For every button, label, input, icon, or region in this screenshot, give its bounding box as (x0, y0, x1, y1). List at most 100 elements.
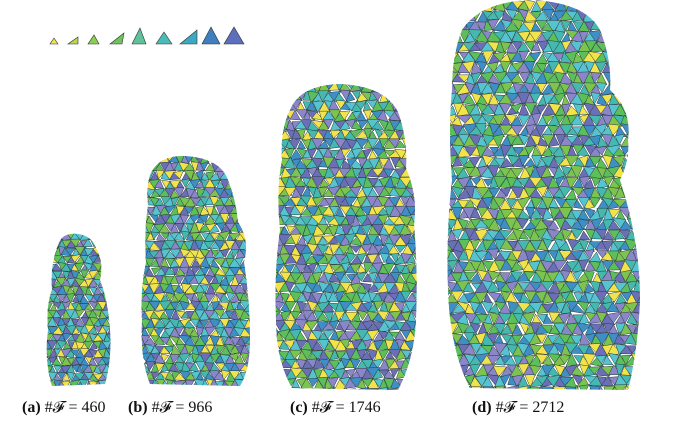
mesh-face (273, 100, 284, 112)
mesh-face (254, 188, 267, 197)
mesh-face (434, 139, 446, 149)
mesh-face (136, 259, 145, 268)
mesh-face (95, 240, 103, 249)
mesh-face (264, 189, 274, 198)
mesh-face (638, 105, 651, 116)
mesh-face (269, 388, 279, 398)
mesh-face (44, 248, 53, 256)
mesh-face (260, 180, 272, 188)
mesh-face (639, 303, 651, 313)
mesh-face (624, 82, 638, 95)
mesh-face (389, 388, 400, 397)
mesh-face (126, 333, 133, 342)
mesh-face (112, 248, 121, 256)
mesh-face (411, 91, 424, 102)
mesh-face (621, 74, 630, 84)
mesh-face (584, 1, 595, 11)
mesh-face (656, 145, 669, 157)
mesh-face (237, 181, 244, 190)
mesh-face (129, 171, 140, 180)
mesh-face (434, 330, 444, 340)
mesh-face (646, 375, 656, 385)
mesh-face (263, 311, 274, 322)
mesh-face (657, 62, 667, 74)
mesh-face (251, 240, 261, 250)
mesh-face (638, 315, 652, 324)
mesh-face (480, 1, 492, 12)
mesh-face (134, 161, 145, 172)
mesh-face (650, 218, 661, 229)
mesh-face (269, 82, 279, 91)
mesh-face (270, 197, 278, 206)
mesh-face (245, 155, 254, 163)
mesh-face (261, 162, 271, 172)
mesh-face (432, 211, 447, 220)
mesh-face (417, 339, 429, 349)
caption-a: (a) #𝓕 = 460 (22, 399, 106, 416)
mesh-face (307, 388, 318, 397)
mesh-face (129, 224, 140, 233)
mesh-face (421, 348, 433, 358)
mesh-face (259, 277, 269, 286)
mesh-face (626, 385, 639, 397)
mesh-face (244, 188, 255, 198)
mesh-face (632, 72, 645, 84)
mesh-face (44, 232, 54, 241)
mesh-face (609, 51, 621, 64)
mesh-face (651, 148, 662, 158)
mesh-face (416, 332, 429, 342)
mesh-face (651, 189, 663, 198)
mesh-face (627, 155, 639, 166)
mesh-face (418, 255, 428, 265)
mesh-face (34, 232, 44, 241)
mesh-face (124, 303, 135, 311)
mesh-face (643, 343, 657, 353)
mesh-face (374, 390, 385, 399)
mesh-face (250, 188, 259, 199)
mesh-face (125, 255, 134, 264)
mesh-face (39, 254, 48, 263)
mesh-face (344, 389, 356, 398)
mesh-face (434, 272, 448, 284)
mesh-face (129, 275, 139, 284)
mesh-face (116, 301, 125, 311)
mesh-face (417, 82, 427, 92)
panel-caption: #𝓕 = 2712 (496, 399, 565, 416)
mesh-face (269, 224, 280, 235)
mesh-face (422, 111, 436, 122)
mesh-face (613, 51, 625, 62)
mesh-face (417, 378, 428, 390)
mesh-face (54, 232, 62, 241)
mesh-face (239, 155, 251, 163)
mesh-face (93, 231, 103, 241)
mesh-face (111, 304, 122, 312)
mesh-face (440, 367, 451, 375)
mesh-face (607, 30, 619, 41)
panel-label: (b) (128, 399, 148, 416)
mesh-face (44, 270, 52, 278)
mesh-face (412, 368, 423, 378)
mesh-face (219, 154, 229, 162)
mesh-face (265, 293, 274, 302)
panel-caption: #𝓕 = 966 (152, 399, 213, 416)
mesh-face (101, 278, 111, 287)
mesh-face (645, 42, 657, 53)
mesh-face (269, 189, 279, 198)
mesh-face (246, 197, 254, 206)
mesh-face (121, 232, 130, 239)
mesh-face (644, 367, 655, 378)
mesh-face (88, 231, 97, 239)
mesh-face (407, 371, 418, 379)
mesh-face (609, 41, 620, 52)
mesh-face (239, 162, 249, 171)
mesh-face (615, 74, 626, 84)
mesh-face (265, 122, 274, 129)
mesh-face (269, 157, 279, 167)
mesh-face (422, 379, 432, 389)
mesh-face (441, 388, 453, 398)
mesh-face (416, 109, 428, 121)
mesh-face (553, 387, 566, 398)
mesh-face (121, 309, 130, 317)
mesh-face (655, 41, 668, 52)
mesh-face (265, 206, 275, 215)
